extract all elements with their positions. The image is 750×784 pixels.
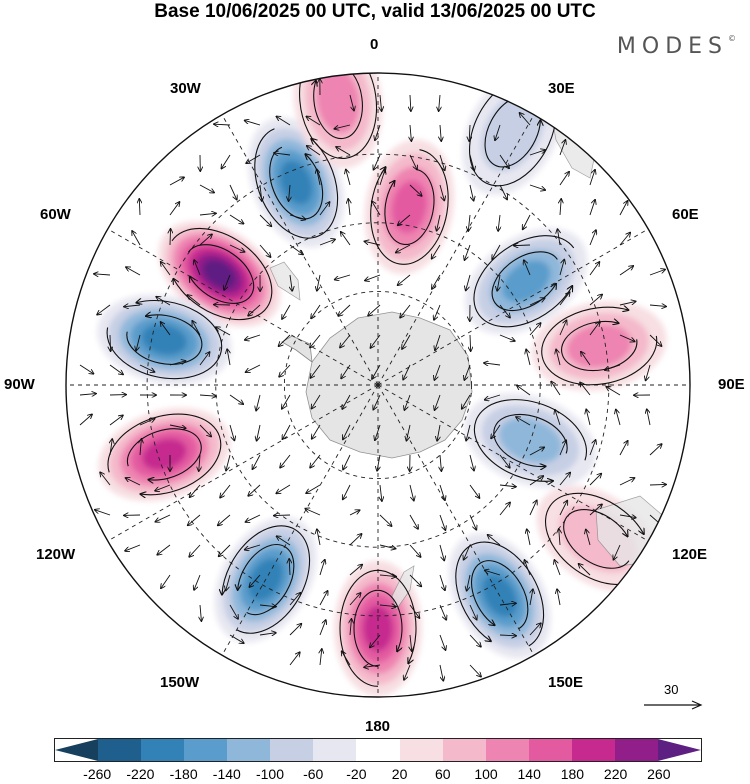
colorbar-segment — [55, 739, 98, 761]
wind-arrow — [470, 335, 471, 351]
colorbar-segment — [270, 739, 313, 761]
colorbar-segment — [572, 739, 615, 761]
colorbar-segment — [227, 739, 270, 761]
colorbar-segment — [400, 739, 443, 761]
colorbar-tick-label: -20 — [346, 766, 366, 782]
reference-vector: 30 — [640, 682, 706, 712]
colorbar-segment — [184, 739, 227, 761]
colorbar-segment — [615, 739, 658, 761]
colorbar-tick-label: 140 — [518, 766, 541, 782]
colorbar-tick-label: -180 — [170, 766, 198, 782]
colorbar-tick-label: -260 — [83, 766, 111, 782]
colorbar-segment — [486, 739, 529, 761]
colorbar-segment — [356, 739, 399, 761]
wind-arrow — [110, 335, 111, 351]
colorbar-tick-label: 60 — [435, 766, 451, 782]
colorbar-tick-label: 100 — [474, 766, 497, 782]
lon-label-60w: 60W — [40, 206, 71, 223]
lon-label-150w: 150W — [160, 674, 199, 691]
colorbar-tick-label: 180 — [561, 766, 584, 782]
colorbar-tick-label: 260 — [647, 766, 670, 782]
reference-arrow-icon — [640, 682, 706, 712]
wind-arrow — [274, 515, 290, 516]
wind-arrow — [650, 484, 666, 485]
colorbar-tick-label: 20 — [392, 766, 408, 782]
colorbar-segment — [658, 739, 701, 761]
wind-arrow — [170, 229, 171, 245]
wind-arrow — [514, 245, 530, 246]
colorbar-tick-label: -220 — [126, 766, 154, 782]
map-disc — [60, 27, 700, 710]
lon-label-180: 180 — [365, 718, 390, 735]
colorbar-segment — [141, 739, 184, 761]
colorbar-tick-label: -140 — [213, 766, 241, 782]
lon-label-60e: 60E — [672, 206, 699, 223]
lon-label-120w: 120W — [36, 546, 75, 563]
colorbar — [54, 738, 702, 762]
colorbar-tick-label: -100 — [256, 766, 284, 782]
colorbar-tick-label: 220 — [604, 766, 627, 782]
colorbar-segment — [443, 739, 486, 761]
colorbar-tick-labels: -260 -220 -180 -140 -100 -60 -20 20 60 100 140 180 2… — [0, 766, 750, 784]
lon-label-30e: 30E — [548, 80, 575, 97]
colorbar-segment — [313, 739, 356, 761]
colorbar-tick-label: -60 — [303, 766, 323, 782]
lon-label-0: 0 — [370, 36, 378, 53]
lon-label-30w: 30W — [170, 80, 201, 97]
lon-label-90e: 90E — [718, 376, 745, 393]
colorbar-segment — [98, 739, 141, 761]
lon-label-150e: 150E — [548, 674, 583, 691]
colorbar-segment — [529, 739, 572, 761]
lon-label-90w: 90W — [4, 376, 35, 393]
lon-label-120e: 120E — [672, 546, 707, 563]
